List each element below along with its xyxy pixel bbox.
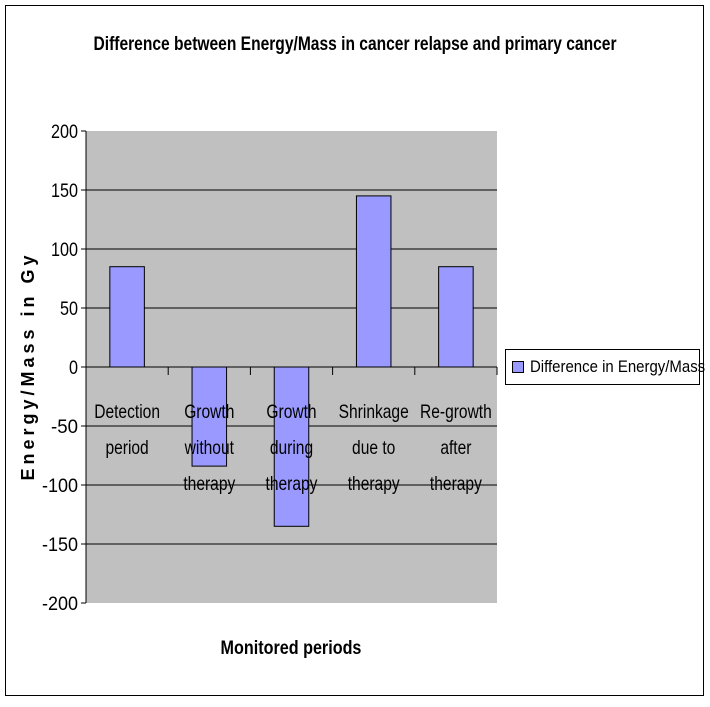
x-tick-label: during (270, 437, 313, 459)
x-tick-label: therapy (183, 473, 235, 495)
y-tick-label: 200 (51, 122, 78, 143)
legend: Difference in Energy/Mass (505, 349, 705, 385)
chart-frame (5, 5, 704, 696)
bar (438, 266, 474, 368)
x-tick-label: Re-growth (420, 401, 492, 423)
x-tick-label: Shrinkage (339, 401, 409, 423)
y-tick-label: 150 (51, 181, 78, 202)
x-tick-label: period (105, 437, 148, 459)
x-tick-label: therapy (266, 473, 318, 495)
x-tick-label: therapy (430, 473, 482, 495)
bar (273, 366, 310, 527)
bar (109, 266, 145, 368)
bar (355, 195, 392, 368)
y-tick-label: 100 (51, 240, 78, 261)
y-tick-label: -150 (42, 535, 78, 556)
x-axis-label: Monitored periods (220, 638, 362, 659)
y-tick-label: 0 (69, 358, 78, 379)
x-tick-label: Growth (184, 401, 234, 423)
x-tick-label: due to (352, 437, 395, 459)
x-tick-label: Detection (94, 401, 160, 423)
x-tick-label: after (440, 437, 471, 459)
x-tick-label: without (184, 437, 234, 459)
x-tick-label: therapy (348, 473, 400, 495)
y-tick-label: 50 (60, 299, 78, 320)
legend-swatch (512, 361, 524, 373)
chart-title: Difference between Energy/Mass in cancer… (93, 34, 617, 55)
y-tick-label: -50 (51, 417, 78, 438)
y-tick-label: -200 (42, 594, 78, 615)
y-axis-label: Energy/Mass in Gy (18, 251, 38, 481)
y-tick-label: -100 (42, 476, 78, 497)
legend-label: Difference in Energy/Mass (530, 357, 706, 376)
x-tick-label: Growth (266, 401, 316, 423)
